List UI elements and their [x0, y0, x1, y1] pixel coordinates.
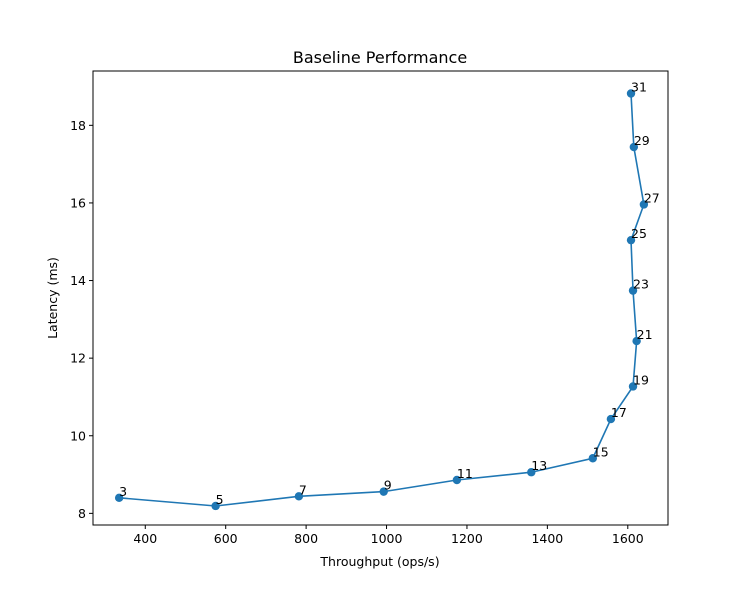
x-tick-label: 800 — [294, 531, 318, 546]
data-point — [114, 493, 124, 503]
data-label: 7 — [299, 482, 307, 497]
data-point — [211, 501, 220, 511]
data-point — [452, 475, 462, 485]
data-point — [606, 414, 616, 424]
series-layer: 3 5 7 9 11 13 15 17 19 21 23 25 27 29 31 — [114, 80, 660, 511]
y-tick-label: 16 — [70, 195, 86, 210]
data-point — [379, 487, 388, 496]
x-tick-label: 1200 — [451, 531, 483, 546]
x-tick-label: 400 — [133, 531, 157, 546]
y-axis-label: Latency (ms) — [45, 257, 60, 339]
data-point — [639, 200, 649, 209]
data-label: 11 — [457, 466, 473, 481]
data-label: 31 — [631, 80, 647, 95]
data-label: 13 — [531, 458, 547, 473]
data-point — [294, 492, 304, 501]
data-label: 19 — [633, 372, 649, 387]
y-tick-label: 12 — [70, 351, 86, 366]
y-tick-label: 18 — [70, 118, 86, 133]
x-axis-label: Throughput (ops/s) — [319, 554, 439, 569]
data-point — [628, 286, 638, 295]
y-tick-label: 8 — [78, 506, 86, 521]
x-axis: 400 600 800 1000 1200 1400 1600 — [133, 525, 644, 546]
chart-title: Baseline Performance — [293, 48, 467, 67]
x-tick-label: 600 — [214, 531, 238, 546]
series-line — [119, 93, 645, 507]
y-axis: 8 10 12 14 16 18 — [70, 118, 93, 521]
data-point — [588, 454, 598, 463]
data-label: 23 — [633, 277, 649, 292]
data-label: 21 — [637, 327, 653, 342]
plot-area — [92, 70, 669, 526]
data-label: 25 — [631, 226, 647, 241]
data-label: 15 — [593, 444, 609, 459]
data-label: 17 — [611, 405, 627, 420]
plot-frame — [92, 70, 669, 526]
data-label: 3 — [119, 484, 127, 499]
data-point — [632, 336, 641, 346]
data-point — [626, 235, 636, 245]
data-point — [527, 468, 536, 477]
data-label: 5 — [216, 492, 224, 507]
data-label: 27 — [644, 190, 660, 205]
data-point — [629, 142, 639, 152]
y-tick-label: 10 — [70, 428, 86, 443]
x-tick-label: 1600 — [612, 531, 644, 546]
y-tick-label: 14 — [70, 273, 86, 288]
x-tick-label: 1400 — [531, 531, 563, 546]
data-point — [626, 89, 636, 98]
data-label: 29 — [634, 133, 650, 148]
data-label: 9 — [384, 478, 392, 493]
data-point — [628, 382, 638, 391]
x-tick-label: 1000 — [371, 531, 403, 546]
